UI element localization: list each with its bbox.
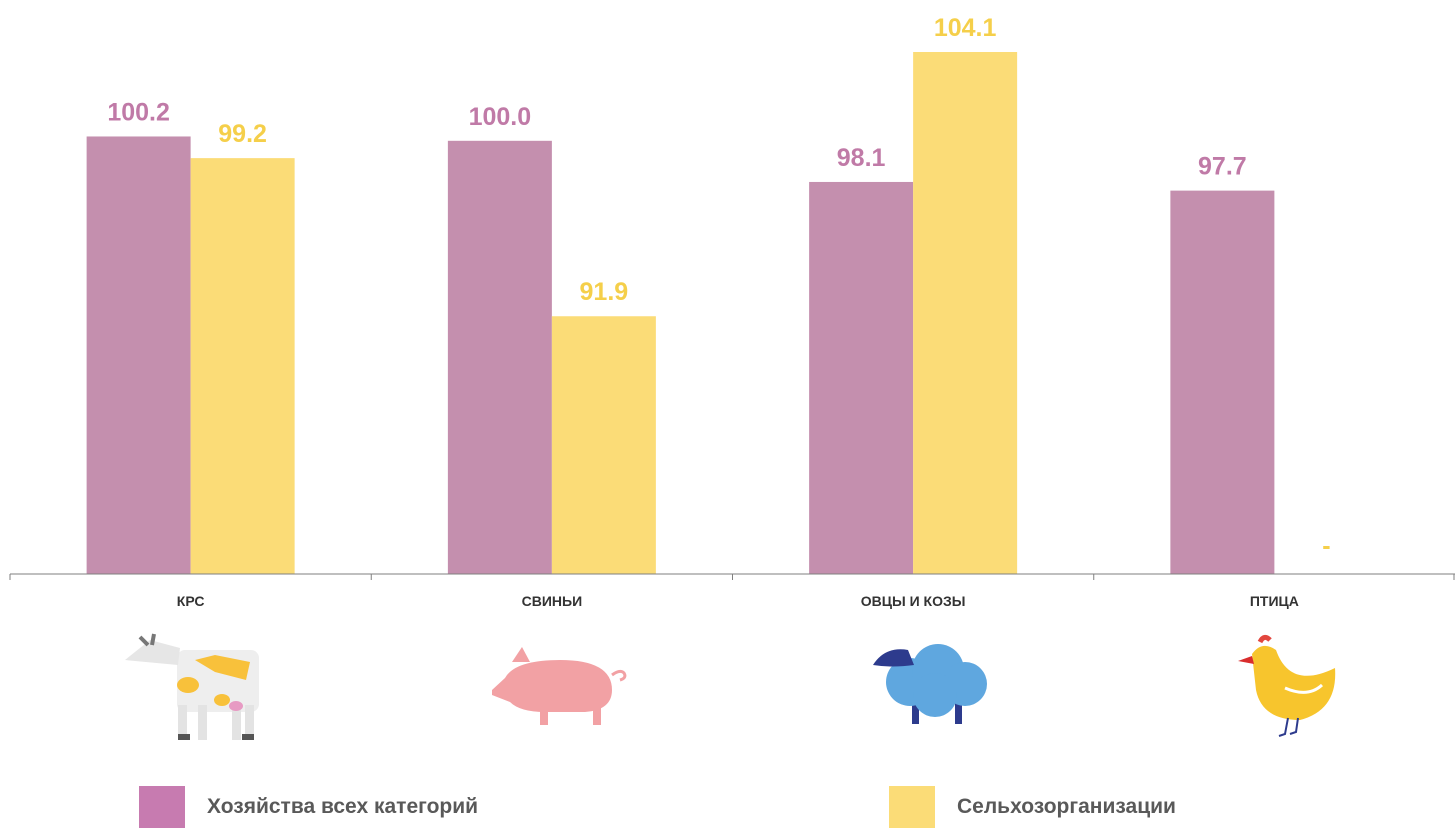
data-label: 100.0	[469, 103, 532, 131]
legend-label-all-farms: Хозяйства всех категорий	[207, 795, 479, 818]
bar	[551, 316, 656, 574]
pig-icon	[492, 647, 627, 725]
legend-swatch-agri-orgs	[889, 786, 935, 828]
cow-icon	[125, 633, 259, 740]
data-label: 104.1	[934, 14, 997, 42]
category-label: СВИНЬИ	[522, 593, 583, 609]
data-label: -	[1322, 532, 1330, 560]
chicken-icon	[1238, 634, 1336, 737]
data-label: 97.7	[1198, 153, 1247, 181]
data-label: 99.2	[218, 120, 267, 148]
category-label: ПТИЦА	[1250, 593, 1299, 609]
data-label: 100.2	[107, 98, 170, 126]
bar	[1170, 190, 1275, 574]
category-label: КРС	[177, 593, 205, 609]
category-label: ОВЦЫ И КОЗЫ	[861, 593, 966, 609]
legend-label-agri-orgs: Сельхозорганизации	[957, 795, 1176, 818]
sheep-icon	[873, 644, 987, 724]
bar	[86, 136, 191, 574]
data-label: 98.1	[837, 144, 886, 172]
bar	[447, 140, 552, 574]
legend-item-all-farms: Хозяйства всех категорий	[139, 786, 478, 828]
legend-item-agri-orgs: Сельхозорганизации	[889, 786, 1176, 828]
bar	[913, 52, 1018, 574]
bar	[190, 158, 295, 574]
data-label: 91.9	[580, 278, 629, 306]
bar	[809, 181, 914, 575]
legend-swatch-all-farms	[139, 786, 185, 828]
